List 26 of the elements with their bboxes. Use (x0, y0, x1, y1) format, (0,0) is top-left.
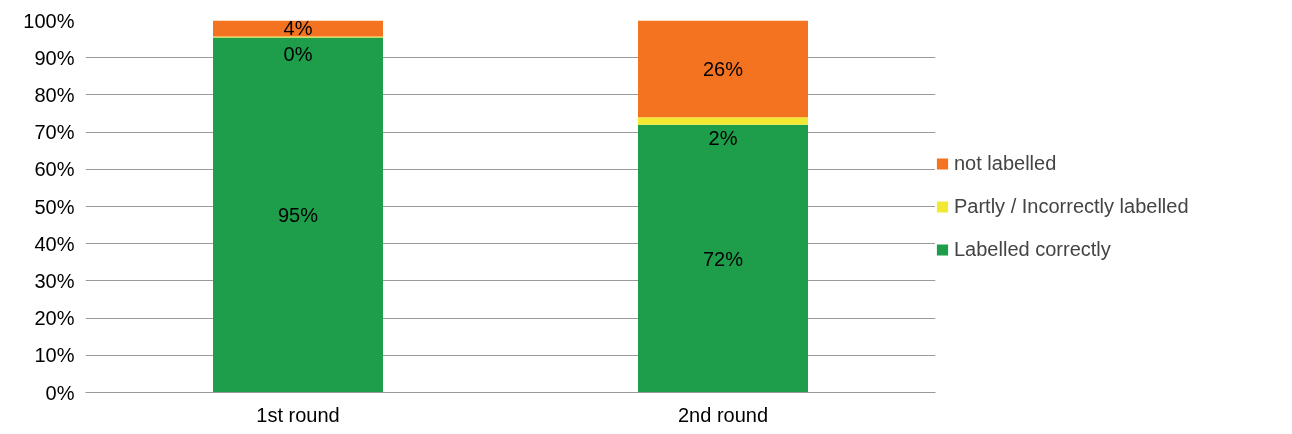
y-tick-label: 40% (34, 232, 75, 255)
bar (638, 124, 808, 393)
y-tick-label: 10% (34, 344, 75, 367)
bar (213, 37, 383, 393)
y-tick-label: 100% (23, 9, 75, 32)
x-tick-label: 1st round (256, 403, 340, 426)
data-label: 72% (702, 247, 744, 270)
y-tick-label: 80% (34, 83, 75, 106)
y-tick-label: 0% (45, 381, 75, 404)
data-label: 26% (702, 57, 744, 80)
legend-label: not labelled (954, 151, 1057, 175)
data-label: 2% (708, 126, 738, 149)
data-label: 0% (283, 43, 313, 66)
y-tick-label: 60% (34, 158, 75, 181)
data-label: 4% (283, 17, 313, 40)
y-tick-label: 20% (34, 307, 75, 330)
x-tick-label: 2nd round (677, 403, 769, 426)
legend-label: Partly / Incorrectly labelled (954, 194, 1189, 218)
bar (638, 20, 808, 118)
bar (638, 117, 808, 125)
y-tick-label: 90% (34, 46, 75, 69)
y-tick-label: 70% (34, 121, 75, 144)
legend-label: Labelled correctly (954, 237, 1111, 261)
y-tick-label: 30% (34, 269, 75, 292)
y-tick-label: 50% (34, 195, 75, 218)
data-label: 95% (277, 204, 319, 227)
